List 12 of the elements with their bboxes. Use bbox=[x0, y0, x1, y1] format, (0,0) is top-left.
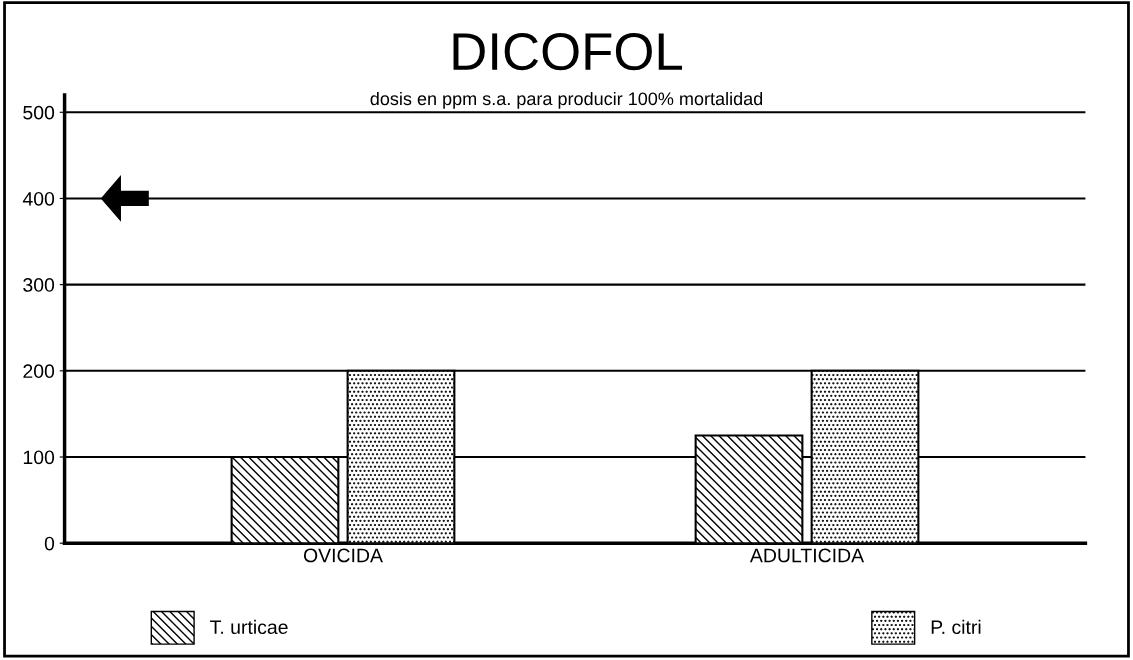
chart-subtitle: dosis en ppm s.a. para producir 100% mortalidad bbox=[370, 91, 763, 109]
y-tick-label: 500 bbox=[23, 105, 55, 120]
x-tick-label: OVICIDA bbox=[303, 548, 383, 563]
y-tick-label: 300 bbox=[23, 278, 55, 292]
y-tick-label: 0 bbox=[44, 536, 55, 551]
chart-title: DICOFOL bbox=[453, 32, 683, 71]
legend-label: T. urticae bbox=[210, 619, 288, 635]
x-tick-label: ADULTICIDA bbox=[749, 548, 865, 563]
legend-label: P. citri bbox=[931, 619, 981, 635]
y-tick-label: 400 bbox=[22, 191, 55, 206]
y-tick-label: 200 bbox=[23, 364, 55, 379]
y-tick-label: 100 bbox=[23, 450, 55, 465]
